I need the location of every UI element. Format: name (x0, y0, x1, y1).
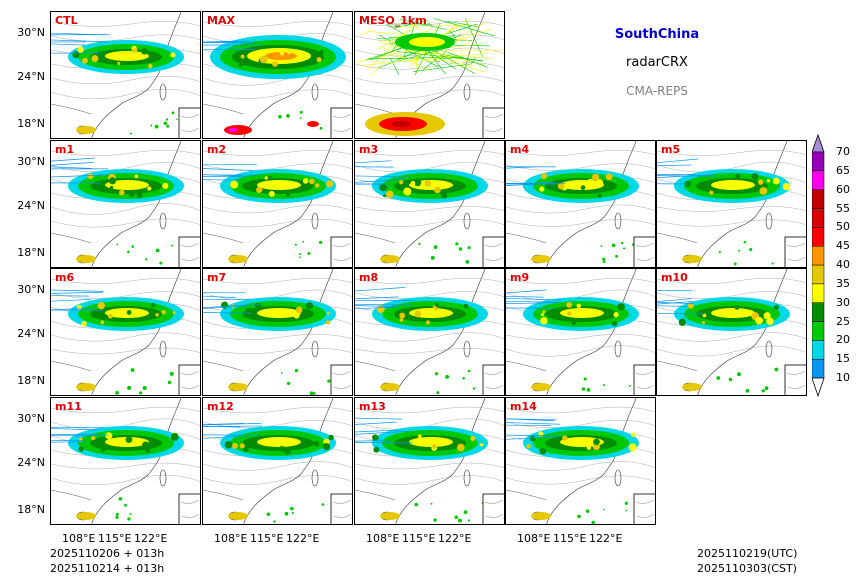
init-time-utc: 2025110206 + 013h (50, 547, 165, 560)
lon-tick-label: 122°E (286, 532, 320, 545)
lon-tick-label: 122°E (589, 532, 623, 545)
panel-label: m13 (359, 400, 386, 413)
colorbar-tick-label: 45 (836, 239, 850, 253)
map-panel-m10: m10 (656, 268, 807, 396)
colorbar-segment (812, 189, 825, 209)
panel-label: MAX (207, 14, 235, 27)
panel-label: MESO_1km (359, 14, 427, 27)
colorbar-segment (812, 264, 825, 285)
lon-tick-label: 122°E (438, 532, 472, 545)
map-panel-m6: m6 (50, 268, 201, 396)
lon-tick-label: 115°E (553, 532, 587, 545)
colorbar-tick-label: 30 (836, 295, 850, 309)
init-time-cst: 2025110214 + 013h (50, 562, 165, 575)
valid-time-cst: 2025110303(CST) (697, 562, 797, 575)
colorbar-extend-min (812, 377, 825, 398)
colorbar-segment (812, 321, 825, 341)
system-title: CMA-REPS (626, 84, 688, 98)
colorbar-segment (812, 227, 825, 247)
map-panel-m11: m11 (50, 397, 201, 525)
colorbar-segment (812, 302, 825, 322)
panel-label: m5 (661, 143, 681, 156)
panel-label: m14 (510, 400, 537, 413)
panel-label: m10 (661, 271, 688, 284)
panel-label: m2 (207, 143, 227, 156)
map-panel-m1: m1 (50, 140, 201, 268)
colorbar-tick-label: 15 (836, 352, 850, 366)
colorbar-tick-label: 65 (836, 163, 850, 177)
lat-tick-label: 18°N (17, 503, 45, 516)
lon-tick-label: 108°E (517, 532, 551, 545)
map-panel-m7: m7 (202, 268, 353, 396)
map-panel-m13: m13 (354, 397, 505, 525)
colorbar-segment (812, 151, 825, 172)
lon-tick-label: 108°E (366, 532, 400, 545)
map-panel-m12: m12 (202, 397, 353, 525)
colorbar-extend-max (812, 133, 825, 153)
lat-tick-label: 24°N (17, 456, 45, 469)
colorbar-segment (812, 283, 825, 303)
lat-tick-label: 24°N (17, 70, 45, 83)
colorbar-tick-label: 70 (836, 145, 850, 158)
colorbar-tick-label: 35 (836, 276, 850, 290)
colorbar (812, 133, 825, 398)
region-title: SouthChina (614, 27, 700, 42)
lat-tick-label: 18°N (17, 246, 45, 259)
map-panel-max: MAX (202, 11, 353, 139)
map-panel-m9: m9 (505, 268, 656, 396)
lat-tick-label: 24°N (17, 327, 45, 340)
panel-label: m3 (359, 143, 379, 156)
lat-tick-label: 18°N (17, 374, 45, 387)
colorbar-segment (812, 170, 825, 190)
map-panel-m2: m2 (202, 140, 353, 268)
map-panel-m4: m4 (505, 140, 656, 268)
valid-time-utc: 2025110219(UTC) (697, 547, 798, 560)
variable-title: radarCRX (626, 55, 688, 70)
colorbar-tick-label: 60 (836, 182, 850, 196)
map-panel-ctl: CTL (50, 11, 201, 139)
colorbar-tick-label: 10 (836, 371, 850, 384)
colorbar-tick-label: 50 (836, 220, 850, 234)
map-panel-m3: m3 (354, 140, 505, 268)
lon-tick-label: 115°E (402, 532, 436, 545)
panel-label: m6 (55, 271, 75, 284)
colorbar-tick-label: 20 (836, 333, 850, 347)
lat-tick-label: 30°N (17, 283, 45, 296)
panel-label: m7 (207, 271, 227, 284)
map-panel-m8: m8 (354, 268, 505, 396)
lon-tick-label: 115°E (98, 532, 132, 545)
colorbar-segment (812, 208, 825, 228)
colorbar-tick-label: 55 (836, 201, 850, 215)
colorbar-segment (812, 340, 825, 360)
lon-tick-label: 115°E (250, 532, 284, 545)
lon-tick-label: 108°E (214, 532, 248, 545)
lon-tick-label: 122°E (134, 532, 168, 545)
panel-label: m9 (510, 271, 530, 284)
map-panel-m5: m5 (656, 140, 807, 268)
colorbar-tick-label: 25 (836, 314, 850, 328)
map-panel-m14: m14 (505, 397, 656, 525)
lat-tick-label: 24°N (17, 199, 45, 212)
lat-tick-label: 30°N (17, 26, 45, 39)
panel-label: m1 (55, 143, 75, 156)
lat-tick-label: 30°N (17, 155, 45, 168)
colorbar-segment (812, 245, 825, 266)
panel-label: m11 (55, 400, 82, 413)
panel-label: m4 (510, 143, 530, 156)
lat-tick-label: 30°N (17, 412, 45, 425)
panel-label: m8 (359, 271, 379, 284)
map-panel-meso-1km: MESO_1km (354, 11, 505, 139)
colorbar-segment (812, 358, 825, 379)
panel-label: m12 (207, 400, 234, 413)
lon-tick-label: 108°E (62, 532, 96, 545)
lat-tick-label: 18°N (17, 117, 45, 130)
colorbar-tick-label: 40 (836, 258, 850, 271)
panel-label: CTL (55, 14, 78, 27)
